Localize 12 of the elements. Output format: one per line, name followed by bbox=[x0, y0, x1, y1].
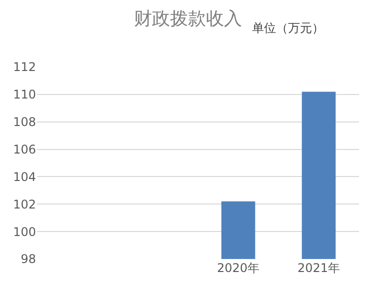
chart-subtitle: 单位（万元） bbox=[252, 21, 324, 35]
y-tick-label: 100 bbox=[13, 224, 36, 239]
y-tick-label: 106 bbox=[13, 142, 36, 156]
y-tick-label: 104 bbox=[13, 170, 36, 184]
y-tick-label: 112 bbox=[13, 60, 36, 74]
x-tick-label: 2020年 bbox=[216, 261, 260, 275]
chart-title: 财政拨款收入 bbox=[134, 8, 242, 30]
x-tick-label: 2021年 bbox=[297, 261, 340, 275]
y-tick-label: 108 bbox=[13, 115, 36, 130]
y-tick-label: 98 bbox=[20, 252, 36, 266]
y-tick-label: 110 bbox=[13, 88, 36, 102]
y-tick-label: 102 bbox=[13, 197, 36, 212]
